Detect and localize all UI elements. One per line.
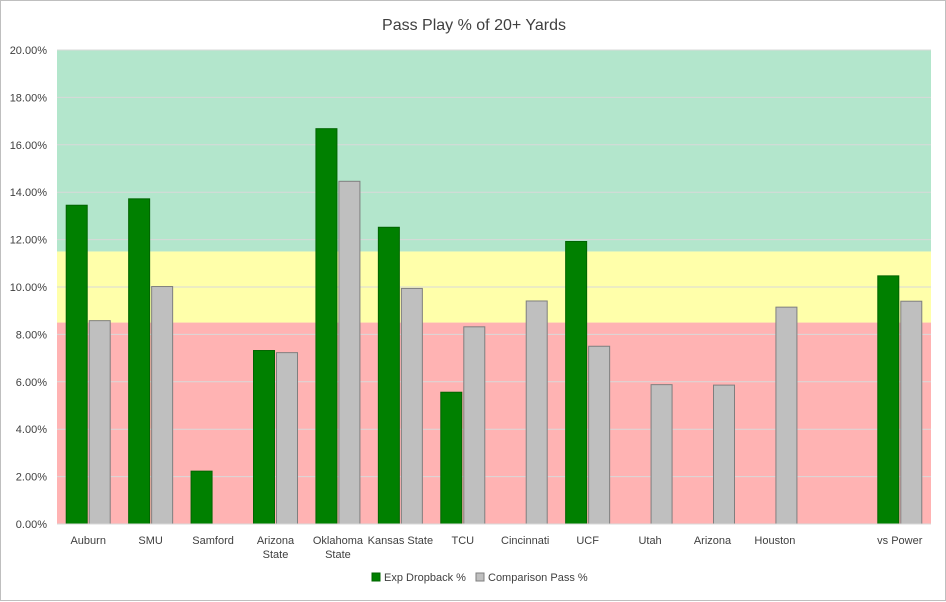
exp-dropback-bar-4 bbox=[315, 128, 338, 525]
y-tick-label: 12.00% bbox=[10, 235, 48, 247]
category-label: State bbox=[325, 549, 351, 561]
category-label: vs Power bbox=[877, 535, 923, 547]
chart-title: Pass Play % of 20+ Yards bbox=[382, 17, 566, 34]
y-axis: 0.00% 2.00% 4.00% 6.00% 8.00% 10.00% 12.00% 14.… bbox=[10, 45, 48, 531]
comparison-pass-bar-9 bbox=[650, 384, 673, 525]
legend: Exp Dropback % Comparison Pass % bbox=[371, 572, 588, 584]
y-tick-label: 16.00% bbox=[10, 140, 48, 152]
comparison-pass-bar-7 bbox=[525, 300, 548, 525]
comparison-pass-bar-1 bbox=[151, 286, 174, 525]
category-label: Cincinnati bbox=[501, 535, 549, 547]
exp-dropback-bar-13 bbox=[877, 275, 900, 525]
category-label: SMU bbox=[138, 535, 163, 547]
category-label: Samford bbox=[192, 535, 234, 547]
comparison-pass-bar-5 bbox=[400, 287, 423, 525]
exp-dropback-bar-5 bbox=[377, 226, 400, 525]
exp-dropback-bar-1 bbox=[128, 198, 151, 525]
comparison-pass-bar-4 bbox=[338, 180, 361, 525]
y-tick-label: 4.00% bbox=[16, 424, 47, 436]
band-0 bbox=[57, 322, 931, 524]
category-label: UCF bbox=[576, 535, 599, 547]
category-label: Arizona bbox=[694, 535, 732, 547]
exp-dropback-bar-3 bbox=[253, 350, 275, 525]
comparison-pass-bar-8 bbox=[588, 345, 611, 525]
comparison-pass-bar-13 bbox=[900, 300, 923, 525]
y-tick-label: 14.00% bbox=[10, 187, 48, 199]
category-label: Oklahoma bbox=[313, 535, 364, 547]
exp-dropback-bar-6 bbox=[440, 391, 463, 525]
exp-dropback-bar-8 bbox=[565, 240, 588, 525]
y-tick-label: 2.00% bbox=[16, 472, 47, 484]
legend-label-1: Comparison Pass % bbox=[488, 572, 588, 584]
category-label: TCU bbox=[451, 535, 474, 547]
category-label: Houston bbox=[754, 535, 795, 547]
x-axis: Auburn SMU Samford Arizona State Oklahoma Stat… bbox=[57, 523, 931, 561]
legend-swatch-1 bbox=[475, 572, 485, 582]
category-label: Arizona bbox=[257, 535, 295, 547]
legend-swatch-0 bbox=[371, 572, 381, 582]
category-label: Kansas State bbox=[368, 535, 433, 547]
y-tick-label: 20.00% bbox=[10, 45, 48, 57]
legend-label-0: Exp Dropback % bbox=[384, 572, 466, 584]
y-tick-label: 0.00% bbox=[16, 519, 47, 531]
category-label: Utah bbox=[638, 535, 661, 547]
comparison-pass-bar-10 bbox=[713, 384, 735, 525]
exp-dropback-bar-0 bbox=[65, 204, 88, 525]
y-tick-label: 8.00% bbox=[16, 329, 47, 341]
band-2 bbox=[57, 50, 931, 252]
comparison-pass-bar-11 bbox=[775, 306, 798, 525]
comparison-pass-bar-6 bbox=[463, 326, 486, 525]
comparison-pass-bar-0 bbox=[88, 320, 111, 525]
category-label: Auburn bbox=[70, 535, 105, 547]
comparison-pass-bar-3 bbox=[276, 352, 298, 525]
category-label: State bbox=[263, 549, 289, 561]
exp-dropback-bar-2 bbox=[190, 470, 213, 525]
y-tick-label: 10.00% bbox=[10, 282, 48, 294]
y-tick-label: 18.00% bbox=[10, 92, 48, 104]
y-tick-label: 6.00% bbox=[16, 377, 47, 389]
